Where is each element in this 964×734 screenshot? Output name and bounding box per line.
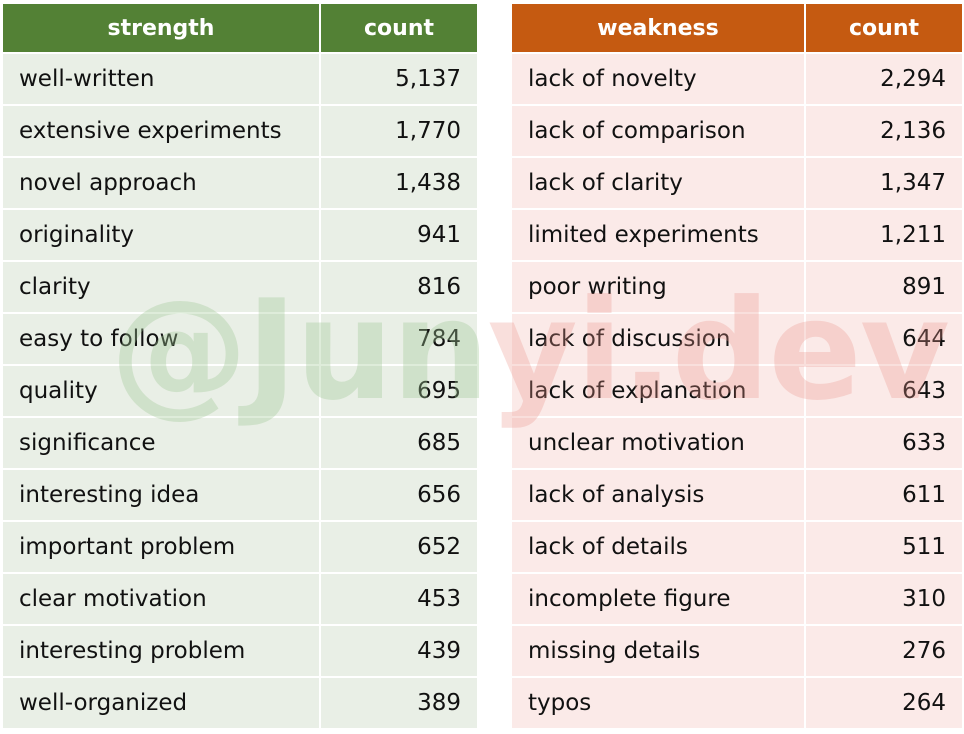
table-row: clear motivation 453 [3,572,477,625]
strength-header-row: strength count [3,4,477,53]
strength-count: 439 [320,624,477,677]
strength-label: novel approach [3,156,321,209]
table-row: lack of comparison 2,136 [512,104,962,157]
table-row: lack of novelty 2,294 [512,52,962,105]
table-row: quality 695 [3,364,477,417]
strength-count: 695 [320,364,477,417]
strength-count-header: count [320,4,477,53]
strength-count: 1,438 [320,156,477,209]
weakness-label: lack of comparison [512,104,806,157]
weakness-count: 1,211 [805,208,962,261]
weakness-label: lack of analysis [512,468,806,521]
strength-label: easy to follow [3,312,321,365]
table-row: novel approach 1,438 [3,156,477,209]
strength-table: strength count well-written 5,137 extensi… [3,4,477,728]
table-row: lack of clarity 1,347 [512,156,962,209]
table-row: lack of discussion 644 [512,312,962,365]
weakness-count: 611 [805,468,962,521]
weakness-label: lack of clarity [512,156,806,209]
strength-label: interesting idea [3,468,321,521]
weakness-count: 644 [805,312,962,365]
weakness-count: 643 [805,364,962,417]
table-row: easy to follow 784 [3,312,477,365]
strength-label: extensive experiments [3,104,321,157]
weakness-label: lack of details [512,520,806,573]
table-row: interesting idea 656 [3,468,477,521]
weakness-label: lack of novelty [512,52,806,105]
table-row: lack of analysis 611 [512,468,962,521]
weakness-label: unclear motivation [512,416,806,469]
table-row: lack of details 511 [512,520,962,573]
weakness-count: 310 [805,572,962,625]
table-row: clarity 816 [3,260,477,313]
table-row: typos 264 [512,676,962,728]
weakness-count: 511 [805,520,962,573]
strength-label: well-written [3,52,321,105]
table-row: important problem 652 [3,520,477,573]
weakness-header-row: weakness count [512,4,962,53]
weakness-count: 264 [805,676,962,728]
table-row: incomplete figure 310 [512,572,962,625]
table-row: originality 941 [3,208,477,261]
strength-label: interesting problem [3,624,321,677]
strength-label: clarity [3,260,321,313]
strength-header: strength [3,4,321,53]
strength-count: 656 [320,468,477,521]
weakness-header: weakness [512,4,806,53]
strength-label: well-organized [3,676,321,728]
strength-count: 784 [320,312,477,365]
strength-count: 453 [320,572,477,625]
strength-label: quality [3,364,321,417]
weakness-label: limited experiments [512,208,806,261]
weakness-table: weakness count lack of novelty 2,294 lack… [512,4,962,728]
strength-count: 685 [320,416,477,469]
table-row: missing details 276 [512,624,962,677]
strength-count: 816 [320,260,477,313]
weakness-count: 1,347 [805,156,962,209]
table-row: poor writing 891 [512,260,962,313]
table-row: well-organized 389 [3,676,477,728]
strength-count: 389 [320,676,477,728]
weakness-label: poor writing [512,260,806,313]
weakness-count: 276 [805,624,962,677]
strength-label: originality [3,208,321,261]
strength-label: important problem [3,520,321,573]
weakness-label: incomplete figure [512,572,806,625]
weakness-label: missing details [512,624,806,677]
table-row: well-written 5,137 [3,52,477,105]
strength-count: 652 [320,520,477,573]
weakness-label: lack of explanation [512,364,806,417]
strength-label: significance [3,416,321,469]
strength-count: 941 [320,208,477,261]
weakness-count: 633 [805,416,962,469]
weakness-count: 2,136 [805,104,962,157]
weakness-count: 2,294 [805,52,962,105]
table-row: limited experiments 1,211 [512,208,962,261]
strength-label: clear motivation [3,572,321,625]
table-row: lack of explanation 643 [512,364,962,417]
table-row: extensive experiments 1,770 [3,104,477,157]
weakness-label: typos [512,676,806,728]
table-row: significance 685 [3,416,477,469]
strength-count: 5,137 [320,52,477,105]
table-row: interesting problem 439 [3,624,477,677]
table-row: unclear motivation 633 [512,416,962,469]
strength-count: 1,770 [320,104,477,157]
weakness-label: lack of discussion [512,312,806,365]
weakness-count-header: count [805,4,962,53]
weakness-count: 891 [805,260,962,313]
